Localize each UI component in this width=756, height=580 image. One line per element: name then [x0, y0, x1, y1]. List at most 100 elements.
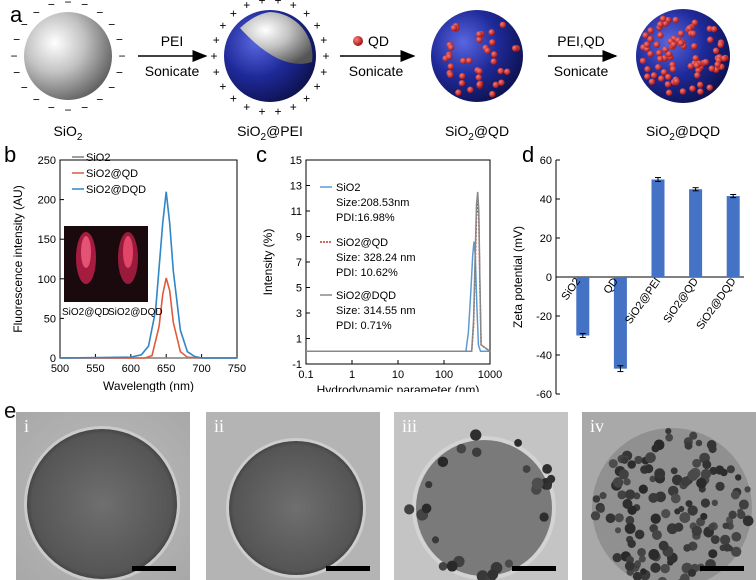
nanoparticle — [689, 431, 698, 440]
nanoparticle — [731, 531, 742, 542]
nanoparticle — [679, 512, 691, 523]
y-axis-label: Fluorescence intensity (AU) — [11, 185, 25, 332]
nanoparticle — [627, 539, 636, 548]
svg-text:SiO2@QD: SiO2@QD — [86, 168, 138, 180]
nanoparticle — [665, 428, 672, 435]
qd-dot — [488, 29, 495, 36]
qd-dot — [476, 68, 483, 75]
nanoparticle — [431, 536, 440, 544]
svg-text:SiO2@QD: SiO2@QD — [336, 237, 388, 249]
nanoparticle — [592, 495, 601, 503]
nanoparticle — [722, 522, 729, 529]
nanoparticle — [614, 513, 624, 523]
nanoparticle — [715, 481, 725, 491]
y-tick-label: 20 — [540, 233, 552, 245]
y-axis-label: Zeta potential (mV) — [511, 226, 525, 328]
nanoparticle — [657, 576, 667, 580]
particle-label-sio2: SiO2 — [54, 123, 83, 140]
nanoparticle — [695, 439, 703, 447]
qd-dot — [511, 45, 519, 52]
qd-dot — [476, 31, 483, 38]
nanoparticle — [667, 485, 679, 497]
positive-charge-icon: + — [290, 0, 297, 12]
negative-charge-icon: − — [33, 93, 40, 107]
nanoparticle — [702, 460, 712, 470]
qd-dot — [686, 25, 693, 32]
negative-charge-icon: − — [108, 17, 115, 31]
y-tick-label: 40 — [540, 194, 552, 206]
nanoparticle — [617, 490, 627, 500]
qd-dot — [695, 67, 702, 74]
qd-dot — [720, 55, 728, 62]
svg-text:Sonicate: Sonicate — [349, 63, 404, 79]
tem-image-iv: iv — [582, 412, 756, 580]
negative-charge-icon: − — [108, 81, 115, 95]
nanoparticle — [730, 490, 740, 500]
series-line — [306, 191, 491, 353]
nanoparticle — [710, 535, 720, 544]
qd-dot — [658, 75, 665, 82]
qd-dot — [665, 89, 673, 96]
negative-charge-icon: − — [64, 103, 71, 117]
qd-dot — [447, 71, 454, 79]
qd-dot — [665, 50, 673, 58]
series-line — [59, 191, 237, 359]
nanoparticle — [661, 509, 671, 519]
qd-dot — [647, 50, 654, 58]
nanoparticle — [487, 569, 499, 580]
qd-dot — [708, 65, 716, 72]
inset-label-qd: SiO2@QD — [62, 307, 109, 318]
qd-dot — [697, 88, 704, 95]
positive-charge-icon: + — [210, 49, 217, 63]
nanoparticle — [684, 441, 693, 450]
qd-dot — [467, 86, 474, 93]
category-label: SiO2@DQD — [694, 276, 738, 332]
positive-charge-icon: + — [320, 65, 327, 79]
qd-dot — [459, 72, 466, 80]
qd-dot — [693, 62, 701, 69]
nanoparticle — [597, 505, 605, 513]
qd-dot — [664, 81, 672, 88]
qd-dot — [490, 58, 497, 65]
nanoparticle — [544, 482, 552, 490]
positive-charge-icon: + — [243, 0, 250, 12]
nanoparticle — [687, 568, 697, 577]
panel-c-annotations: SiO2 Size:208.53nm PDI:16.98% SiO2@QD Si… — [320, 182, 416, 332]
qd-dot — [712, 47, 720, 54]
nanoparticle — [608, 459, 618, 469]
y-tick-label: -1 — [292, 359, 302, 371]
nanoparticle — [542, 464, 553, 474]
nanoparticle — [711, 499, 718, 507]
series-line — [306, 199, 491, 353]
svg-text:Sonicate: Sonicate — [145, 63, 200, 79]
qd-dot — [484, 47, 491, 54]
qd-dot — [455, 89, 462, 96]
nanoparticle — [624, 489, 636, 500]
qd-dot — [489, 90, 496, 98]
y-tick-label: 1 — [296, 334, 302, 346]
qd-dot — [673, 78, 680, 85]
svg-text:QD: QD — [368, 33, 389, 49]
panel-b-chart: b 500 550 600 650 700 750 0 50 100 150 200 250 Wavel… — [4, 142, 246, 392]
svg-text:PDI: 10.62%: PDI: 10.62% — [336, 267, 398, 279]
negative-charge-icon: − — [64, 0, 71, 9]
svg-text:Size: 328.24 nm: Size: 328.24 nm — [336, 252, 416, 264]
y-tick-label: 250 — [38, 155, 56, 167]
x-tick-label: 550 — [86, 363, 104, 375]
nanoparticle — [658, 540, 669, 551]
svg-text:PDI: 0.71%: PDI: 0.71% — [336, 320, 392, 332]
x-axis-label: Wavelength (nm) — [103, 379, 194, 392]
nanoparticle — [504, 559, 514, 568]
negative-charge-icon: − — [96, 5, 103, 19]
x-tick-label: 10 — [392, 369, 404, 381]
bar — [689, 189, 703, 277]
qd-dot — [710, 25, 718, 33]
qd-dot — [447, 44, 455, 51]
positive-charge-icon: + — [219, 19, 226, 33]
nanoparticle — [691, 525, 702, 537]
nanoparticle — [734, 474, 742, 481]
qd-dot — [458, 79, 466, 87]
negative-charge-icon: − — [81, 100, 88, 114]
y-tick-label: 13 — [290, 181, 302, 193]
bar — [576, 277, 590, 336]
